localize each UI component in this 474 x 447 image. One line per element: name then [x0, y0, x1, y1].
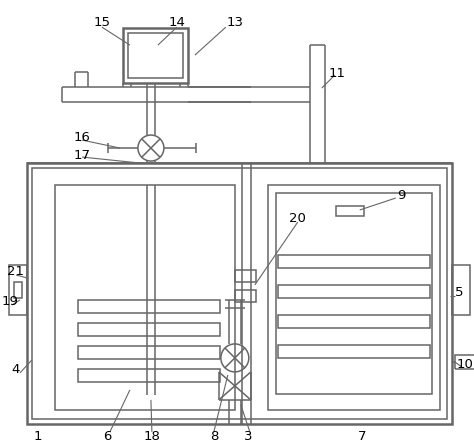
Text: 14: 14 [168, 16, 185, 29]
Text: 7: 7 [357, 430, 366, 443]
Bar [14, 282, 22, 298]
Text: 16: 16 [73, 131, 91, 143]
Bar [55, 185, 235, 410]
Text: 20: 20 [289, 211, 306, 224]
Text: 15: 15 [93, 16, 110, 29]
Bar [9, 265, 27, 315]
Bar [278, 255, 430, 268]
Text: 19: 19 [1, 295, 18, 308]
Bar [455, 355, 474, 369]
Bar [278, 345, 430, 358]
Bar [276, 193, 432, 394]
Bar [78, 369, 220, 382]
Bar [278, 285, 430, 298]
Text: 18: 18 [144, 430, 160, 443]
Text: 6: 6 [103, 430, 111, 443]
Bar [27, 163, 452, 424]
Text: 17: 17 [73, 148, 91, 161]
Text: 4: 4 [12, 363, 20, 376]
Text: 5: 5 [456, 287, 464, 299]
Text: 1: 1 [34, 430, 42, 443]
Bar [278, 315, 430, 328]
Bar [78, 300, 220, 313]
Bar [32, 168, 447, 419]
Bar [235, 270, 256, 282]
Bar [336, 206, 364, 216]
Text: 8: 8 [210, 430, 218, 443]
Bar [78, 346, 220, 359]
Text: 10: 10 [456, 358, 473, 371]
Text: 21: 21 [8, 266, 25, 278]
Text: 9: 9 [398, 189, 406, 202]
Bar [235, 290, 256, 302]
Text: 11: 11 [328, 67, 345, 80]
Bar [123, 28, 188, 83]
Text: 13: 13 [227, 16, 243, 29]
Bar [78, 323, 220, 336]
Bar [128, 33, 183, 78]
Bar [452, 265, 470, 315]
Bar [268, 185, 440, 410]
Text: 3: 3 [244, 430, 252, 443]
